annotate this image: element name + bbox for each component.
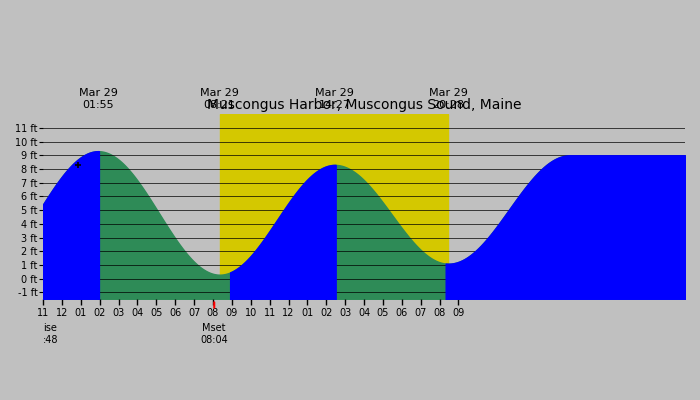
Bar [220, 114, 449, 299]
Title: Muscongus Harbor, Muscongus Sound, Maine: Muscongus Harbor, Muscongus Sound, Maine [206, 98, 522, 112]
Text: Mar 29
08:21: Mar 29 08:21 [200, 88, 239, 110]
Text: ise
:48: ise :48 [43, 324, 59, 345]
Text: Mar 29
14:27: Mar 29 14:27 [315, 88, 354, 110]
Text: Mset
08:04: Mset 08:04 [200, 324, 228, 345]
Text: Mar 29
01:55: Mar 29 01:55 [78, 88, 118, 110]
Text: Mar 29
20:28: Mar 29 20:28 [429, 88, 468, 110]
